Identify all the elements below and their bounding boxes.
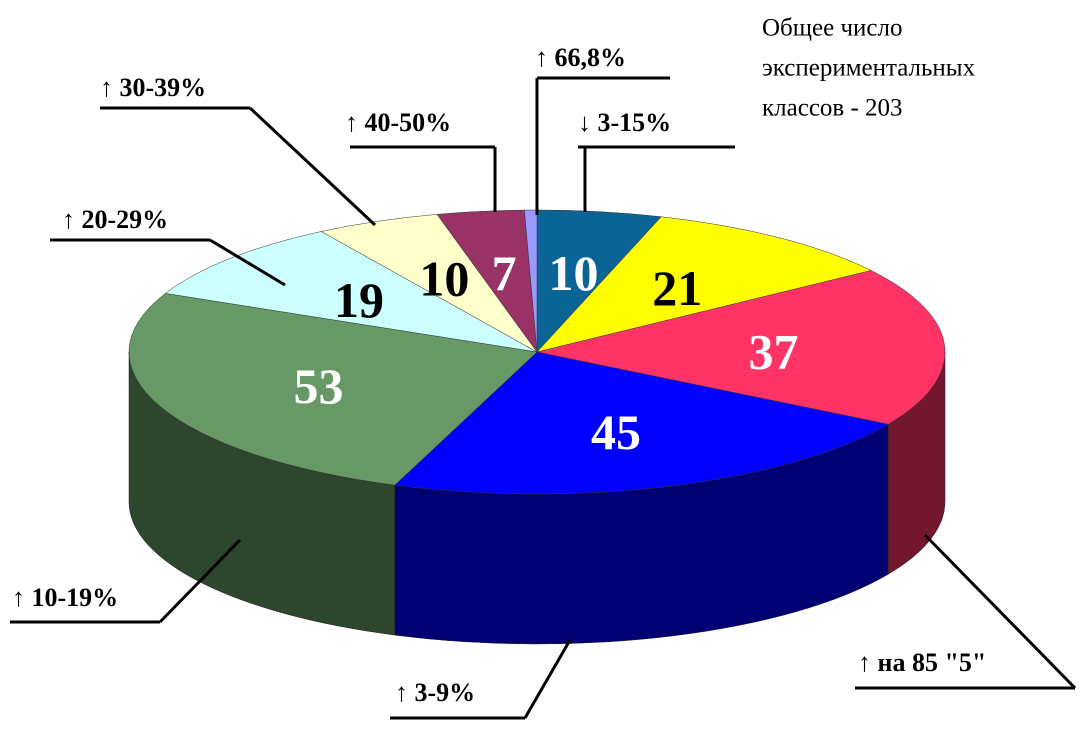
leader-line [923, 533, 1077, 690]
category-label: ↑ 30-39% [100, 73, 206, 102]
category-label: ↑ 66,8% [535, 43, 626, 72]
category-label: ↑ 20-29% [62, 205, 168, 234]
data-label: 7 [492, 245, 517, 301]
category-label: ↑ на 85 "5" [858, 648, 986, 677]
leader-line [209, 238, 286, 287]
data-label: 45 [591, 404, 641, 460]
data-label: 10 [548, 245, 598, 301]
data-label: 10 [419, 251, 469, 307]
slice [164, 231, 538, 353]
category-label: ↑ 10-19% [12, 583, 118, 612]
slice [536, 216, 872, 353]
slice [394, 351, 889, 495]
leader-line [523, 639, 572, 719]
data-label: 37 [748, 323, 798, 379]
annotation-line: Общее число [762, 15, 903, 42]
category-label: ↑ 40-50% [345, 108, 451, 137]
data-label: 53 [294, 358, 344, 414]
leader-line [248, 106, 377, 227]
annotation-line: классов - 203 [762, 95, 903, 122]
leader-line [158, 538, 242, 624]
data-label: 19 [334, 272, 384, 328]
category-label: ↑ 3-9% [395, 678, 475, 707]
slice [536, 270, 946, 425]
annotation: Общее число экспериментальных классов - 20… [762, 15, 976, 122]
slice [128, 293, 538, 486]
annotation-line: экспериментальных [762, 55, 976, 82]
data-label: 21 [652, 260, 702, 316]
category-label: ↓ 3-15% [578, 108, 671, 137]
